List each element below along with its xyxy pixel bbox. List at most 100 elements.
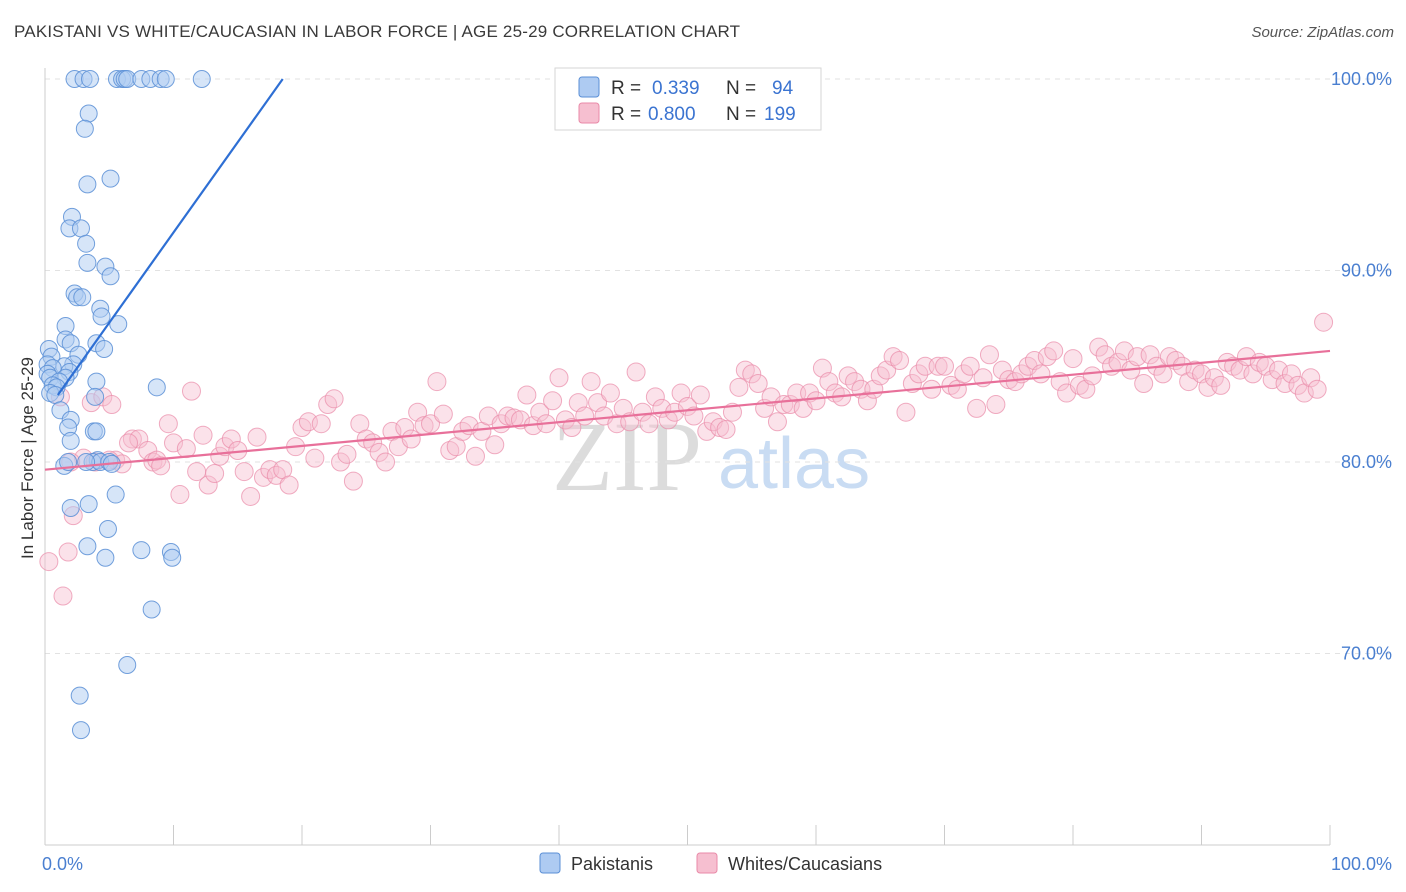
whites-point-134 [902,373,922,393]
whites-point-125 [845,372,865,392]
whites-point-74 [517,385,537,405]
whites-point-93 [639,414,659,434]
correlation-legend: R = 0.339 N = 94 R = 0.800 N = 199 [554,67,822,131]
whites-point-21 [181,381,201,401]
x-tick-label-min: 0.0% [42,854,83,874]
x-tick-label-max: 100.0% [1331,854,1392,874]
pakistanis-point-2 [80,70,99,88]
pakistanis-point-67 [106,485,125,504]
whites-point-101 [690,385,710,405]
whites-point-42 [311,414,331,434]
y-axis-title: In Labor Force | Age 25-29 [18,357,37,559]
pakistanis-point-14 [101,169,120,188]
pakistanis-point-11 [192,70,211,88]
bottom-legend-label-pakistanis: Pakistanis [571,854,653,874]
pakistanis-point-79 [71,721,90,740]
whites-point-81 [562,418,582,438]
whites-point-31 [241,486,261,506]
whites-point-171 [1140,345,1160,365]
whites-point-26 [210,446,230,466]
pakistanis-point-51 [147,378,166,397]
pakistanis-point-21 [78,253,97,272]
whites-point-197 [1307,379,1327,399]
legend-n-label-2: N = [726,104,756,125]
legend-n-value-2: 199 [764,104,796,125]
bottom-legend-swatch-whites [696,852,718,874]
whites-point-133 [896,402,916,422]
whites-point-61 [433,404,453,424]
pakistanis-point-68 [79,495,98,514]
whites-point-159 [1063,349,1083,369]
whites-point-193 [1281,364,1301,384]
whites-point-44 [324,389,344,409]
pakistanis-point-62 [77,453,96,471]
watermark-atlas: atlas [718,424,870,504]
pakistanis-point-29 [109,315,128,334]
whites-point-24 [198,475,218,495]
pakistanis-point-75 [163,548,182,567]
whites-point-135 [909,364,929,384]
pakistanis-point-78 [70,686,89,705]
chart-title: PAKISTANI VS WHITE/CAUCASIAN IN LABOR FO… [14,22,741,41]
whites-point-181 [1204,368,1224,388]
legend-r-value-1: 0.339 [652,78,700,99]
legend-n-value-1: 94 [772,78,794,99]
whites-point-32 [247,427,267,447]
whites-point-121 [819,372,839,392]
legend-r-label-2: R = [611,104,641,125]
bottom-legend-swatch-pakistanis [539,852,561,874]
pakistanis-point-76 [142,600,161,619]
whites-point-69 [485,435,505,455]
pakistanis-point-48 [87,372,106,391]
whites-point-37 [279,475,299,495]
whites-point-127 [857,391,877,411]
pakistanis-points [38,70,211,740]
whites-point-143 [960,356,980,376]
pakistanis-point-69 [61,498,80,517]
pakistanis-point-32 [95,340,114,359]
whites-point-156 [1044,341,1064,361]
whites-point-45 [331,452,351,472]
whites-point-19 [170,485,190,505]
whites-point-167 [1114,341,1134,361]
y-axis-tick-labels: 70.0% 80.0% 90.0% 100.0% [1331,69,1392,664]
legend-r-label-1: R = [611,78,641,99]
whites-point-28 [221,429,241,449]
legend-swatch-blue [578,76,600,98]
whites-point-202 [119,433,139,453]
whites-point-138 [928,356,948,376]
whites-point-132 [890,351,910,371]
whites-point-109 [742,364,762,384]
pakistanis-point-72 [132,541,151,560]
whites-point-78 [543,391,563,411]
whites-point-107 [729,377,749,397]
whites-point-148 [992,360,1012,380]
whites-point-1 [53,586,73,606]
whites-point-110 [748,373,768,393]
whites-point-52 [376,452,396,472]
whites-point-0 [39,552,59,572]
source-credit: Source: ZipAtlas.com [1251,24,1394,41]
whites-point-190 [1262,370,1282,390]
whites-point-60 [427,372,447,392]
pakistanis-point-13 [75,119,94,138]
pakistanis-point-58 [61,431,80,450]
whites-point-84 [581,372,601,392]
whites-point-162 [1082,366,1102,386]
whites-point-170 [1134,373,1154,393]
pakistanis-point-19 [77,234,96,253]
pakistanis-trend-line [56,78,284,396]
whites-point-59 [421,414,440,434]
whites-point-30 [234,462,254,482]
whites-point-154 [1031,364,1051,384]
whites-point-139 [935,356,954,376]
whites-point-46 [337,444,357,464]
pakistanis-point-77 [118,655,137,674]
whites-point-91 [626,362,646,382]
whites-point-79 [549,368,569,388]
y-tick-label-100: 100.0% [1331,69,1392,89]
legend-n-label-1: N = [726,78,756,99]
pakistanis-point-71 [78,537,97,556]
whites-point-76 [530,402,550,422]
